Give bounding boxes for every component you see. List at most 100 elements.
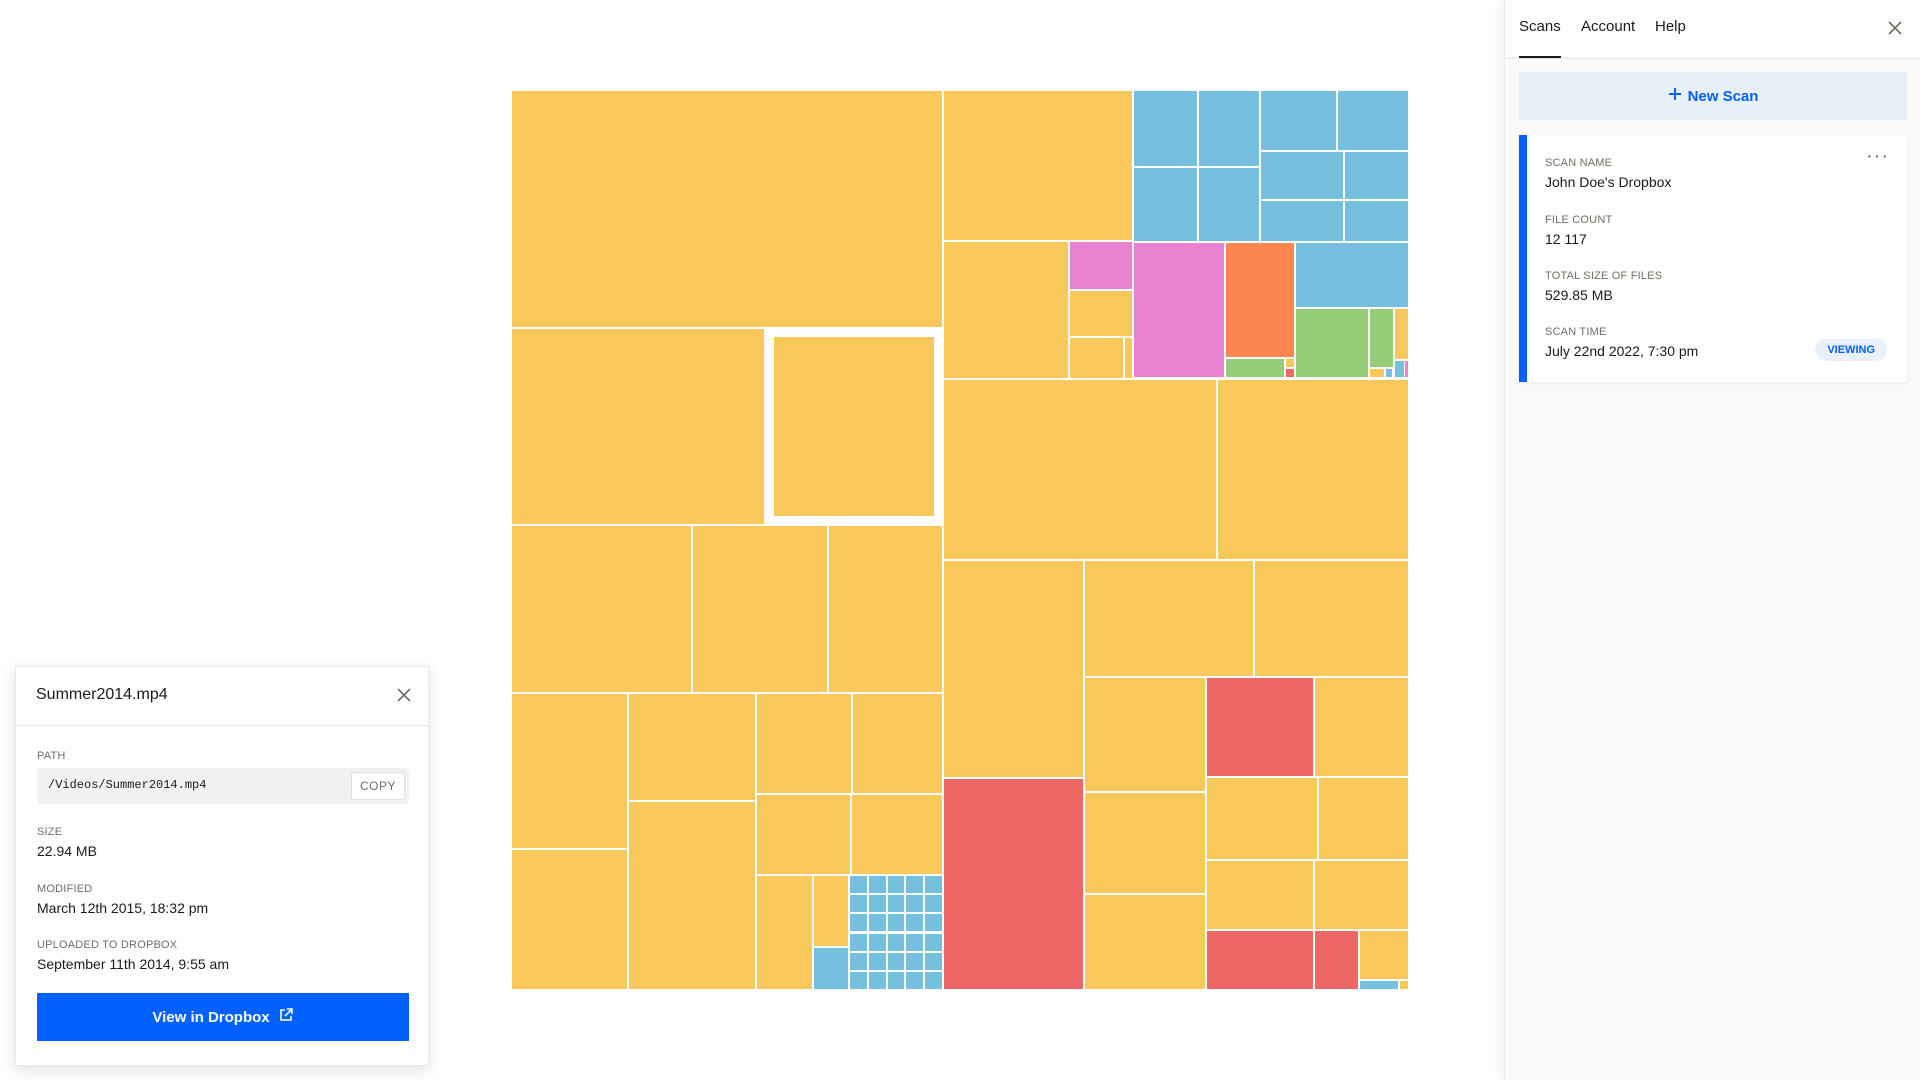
treemap-cell[interactable] [756,794,851,875]
treemap-cell[interactable] [905,932,925,952]
treemap-cell[interactable] [1206,677,1314,777]
treemap-cell[interactable] [849,970,868,990]
treemap-cell[interactable] [905,913,925,933]
treemap-cell[interactable] [511,328,765,525]
view-in-dropbox-button[interactable]: View in Dropbox [37,993,409,1041]
treemap-cell[interactable] [628,693,756,801]
treemap-cell[interactable] [849,951,868,971]
treemap-cell[interactable] [943,778,1084,990]
treemap-cell[interactable] [1069,241,1133,290]
treemap-cell[interactable] [849,932,868,952]
treemap-cell[interactable] [1069,337,1124,379]
treemap-cell[interactable] [849,894,868,914]
treemap-cell[interactable] [867,913,887,933]
treemap-cell[interactable] [1084,894,1206,990]
treemap-cell[interactable] [1314,930,1359,990]
treemap-cell[interactable] [1344,151,1409,200]
treemap-cell[interactable] [1394,308,1409,360]
treemap-cell[interactable] [905,875,925,895]
treemap-cell[interactable] [852,693,943,794]
treemap-cell[interactable] [867,932,887,952]
treemap-cell[interactable] [905,951,925,971]
treemap-cell[interactable] [1198,90,1260,167]
treemap-cell[interactable] [943,560,1084,778]
treemap-cell[interactable] [1314,860,1409,930]
treemap-cell[interactable] [1337,90,1409,151]
treemap-cell[interactable] [1260,90,1337,151]
treemap-cell[interactable] [924,932,943,952]
treemap-cell[interactable] [1133,90,1198,167]
treemap[interactable] [511,90,1411,990]
treemap-cell-selected[interactable] [765,328,943,525]
treemap-cell[interactable] [1206,860,1314,930]
treemap-cell[interactable] [886,894,906,914]
tab-account[interactable]: Account [1581,18,1636,35]
treemap-cell[interactable] [1198,167,1260,242]
treemap-cell[interactable] [905,894,925,914]
treemap-cell[interactable] [1369,308,1394,368]
treemap-cell[interactable] [1318,777,1409,860]
treemap-cell[interactable] [1260,200,1344,242]
close-icon[interactable] [396,687,412,708]
tab-help[interactable]: Help [1655,18,1686,35]
treemap-cell[interactable] [511,849,628,990]
treemap-cell[interactable] [1217,379,1409,560]
treemap-cell[interactable] [511,693,628,849]
treemap-cell[interactable] [924,951,943,971]
treemap-cell[interactable] [1084,792,1206,894]
treemap-cell[interactable] [1206,777,1318,860]
treemap-cell[interactable] [886,875,906,895]
treemap-cell[interactable] [943,90,1133,241]
treemap-cell[interactable] [813,947,849,990]
treemap-cell[interactable] [886,932,906,952]
treemap-cell[interactable] [828,525,943,693]
close-icon[interactable] [1887,20,1903,41]
treemap-cell[interactable] [1295,242,1409,308]
treemap-cell[interactable] [1285,358,1295,368]
treemap-cell[interactable] [756,875,813,990]
more-horizontal-icon[interactable]: ··· [1866,145,1889,167]
treemap-cell[interactable] [1133,242,1225,378]
treemap-cell[interactable] [511,90,943,328]
treemap-cell[interactable] [905,970,925,990]
treemap-cell[interactable] [1404,360,1409,378]
treemap-cell[interactable] [867,875,887,895]
treemap-cell[interactable] [1359,980,1399,990]
treemap-cell[interactable] [924,894,943,914]
treemap-cell[interactable] [628,801,756,990]
treemap-cell[interactable] [943,379,1217,560]
treemap-cell[interactable] [1069,290,1133,337]
treemap-cell[interactable] [1314,677,1409,777]
treemap-cell[interactable] [849,913,868,933]
treemap-cell[interactable] [511,525,692,693]
treemap-cell[interactable] [1206,930,1314,990]
treemap-cell[interactable] [924,875,943,895]
treemap-cell[interactable] [756,693,852,794]
treemap-cell[interactable] [867,951,887,971]
treemap-cell[interactable] [813,875,849,947]
treemap-cell[interactable] [1225,242,1295,358]
treemap-cell[interactable] [886,913,906,933]
treemap-cell[interactable] [1369,368,1385,378]
treemap-cell[interactable] [943,241,1069,379]
treemap-cell[interactable] [1084,560,1254,677]
treemap-cell[interactable] [1359,930,1409,980]
treemap-cell[interactable] [1084,677,1206,792]
treemap-cell[interactable] [1133,167,1198,242]
treemap-cell[interactable] [849,875,868,895]
copy-button[interactable]: COPY [350,772,405,800]
treemap-cell[interactable] [924,913,943,933]
treemap-cell[interactable] [1344,200,1409,242]
treemap-cell[interactable] [1399,980,1409,990]
scan-card[interactable]: ··· SCAN NAME John Doe's Dropbox FILE CO… [1519,135,1907,382]
treemap-cell[interactable] [692,525,828,693]
new-scan-button[interactable]: New Scan [1519,72,1907,120]
treemap-cell[interactable] [924,970,943,990]
treemap-cell[interactable] [1124,337,1133,379]
treemap-cell[interactable] [1260,151,1344,200]
treemap-cell[interactable] [886,951,906,971]
treemap-cell[interactable] [867,894,887,914]
treemap-cell[interactable] [1254,560,1409,677]
treemap-cell[interactable] [867,970,887,990]
treemap-cell[interactable] [851,794,943,875]
